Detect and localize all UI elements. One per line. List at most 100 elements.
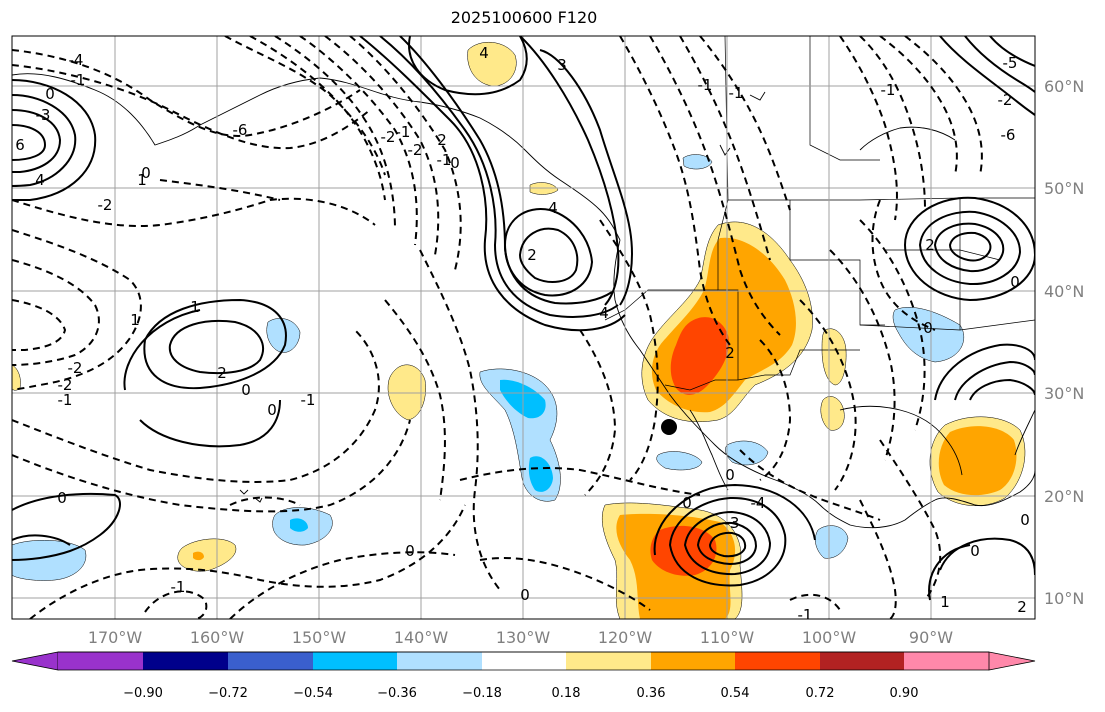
contour-label: -1 bbox=[301, 391, 316, 409]
contour-label: 2 bbox=[217, 364, 227, 382]
contour-label: 6 bbox=[15, 136, 25, 154]
contour-label: 0 bbox=[970, 542, 980, 560]
contour-label: 2 bbox=[725, 344, 735, 362]
contour-label: -2 bbox=[98, 196, 113, 214]
colorbar-bin bbox=[482, 652, 566, 670]
contour-label: -6 bbox=[1001, 126, 1016, 144]
shading-red-orange bbox=[670, 317, 729, 395]
contour-label: -2 bbox=[998, 91, 1013, 109]
contour-label: 0 bbox=[450, 154, 460, 172]
shading-light-blue bbox=[682, 154, 713, 170]
shading-light-blue bbox=[266, 318, 301, 353]
colorbar-bin bbox=[397, 652, 482, 670]
shading-light-blue bbox=[815, 525, 849, 559]
contour-label: 0 bbox=[725, 466, 735, 484]
contour-label: -6 bbox=[233, 121, 248, 139]
map-frame bbox=[11, 35, 1036, 620]
colorbar-tick: 0.72 bbox=[806, 686, 835, 701]
lon-label: 90°W bbox=[909, 628, 953, 647]
contour-label: -1 bbox=[437, 151, 452, 169]
shading-light-blue bbox=[892, 307, 965, 363]
colorbar-tick: −0.18 bbox=[462, 686, 502, 701]
colorbar-tick: −0.90 bbox=[123, 686, 163, 701]
contour-label: -1 bbox=[798, 606, 813, 624]
chart-title: 2025100600 F120 bbox=[450, 8, 598, 27]
contour-label: 1 bbox=[137, 171, 147, 189]
contour-label: 0 bbox=[405, 542, 415, 560]
contour-label: 2 bbox=[437, 131, 447, 149]
colorbar-bin bbox=[143, 652, 228, 670]
shaded-anomalies bbox=[12, 42, 1026, 619]
solid-contours bbox=[12, 36, 1035, 601]
lon-label: 150°W bbox=[292, 628, 347, 647]
borders bbox=[604, 36, 1035, 391]
colorbar-tick: 0.90 bbox=[890, 686, 919, 701]
lat-label: 20°N bbox=[1044, 487, 1084, 506]
shading-blue bbox=[528, 456, 553, 492]
colorbar-bin bbox=[566, 652, 651, 670]
map-panel: 4 3 0 -1 1 -3 6 4 -4 -2 -1 -1 -2 0 2 4 -… bbox=[12, 36, 1035, 624]
point-marker bbox=[661, 419, 677, 435]
contour-label: 2 bbox=[925, 236, 935, 254]
longitude-labels: 170°W 160°W 150°W 140°W 130°W 120°W 110°… bbox=[88, 628, 953, 647]
colorbar-tick: 0.54 bbox=[721, 686, 750, 701]
colorbar-extend-high bbox=[988, 651, 1036, 671]
contour-label: 0 bbox=[682, 494, 692, 512]
lon-label: 170°W bbox=[88, 628, 143, 647]
contour-label: -1 bbox=[171, 578, 186, 596]
shading-pale-yellow bbox=[467, 42, 517, 87]
colorbar-bin bbox=[58, 652, 143, 670]
contour-label: 2 bbox=[527, 246, 537, 264]
colorbar-ticks: −0.90 −0.72 −0.54 −0.36 −0.18 0.18 0.36 … bbox=[123, 686, 918, 701]
contour-label: 4 bbox=[35, 171, 45, 189]
colorbar-tick: 0.18 bbox=[552, 686, 581, 701]
contour-label: 0 bbox=[45, 85, 55, 103]
contour-label: 1 bbox=[130, 311, 140, 329]
contour-label: 4 bbox=[479, 44, 489, 62]
lon-label: 100°W bbox=[802, 628, 857, 647]
contour-label: -3 bbox=[36, 106, 51, 124]
lat-label: 40°N bbox=[1044, 282, 1084, 301]
latitude-labels: 60°N 50°N 40°N 30°N 20°N 10°N bbox=[1044, 77, 1084, 608]
colorbar-bin bbox=[904, 652, 989, 670]
shading-light-blue bbox=[656, 451, 703, 471]
contour-label: -2 bbox=[381, 128, 396, 146]
lat-label: 50°N bbox=[1044, 179, 1084, 198]
lon-label: 130°W bbox=[496, 628, 551, 647]
contour-label: -1 bbox=[396, 123, 411, 141]
contour-label: -4 bbox=[69, 51, 84, 69]
contour-label: 0 bbox=[520, 586, 530, 604]
contour-label: 4 bbox=[599, 304, 609, 322]
contour-label: 0 bbox=[267, 401, 277, 419]
colorbar-tick: −0.54 bbox=[293, 686, 333, 701]
shading-pale-yellow bbox=[387, 364, 426, 421]
contour-label: 0 bbox=[1010, 273, 1020, 291]
contour-label: -3 bbox=[725, 514, 740, 532]
colorbar-tick: 0.36 bbox=[637, 686, 666, 701]
dashed-contours bbox=[12, 36, 983, 619]
shading-orange bbox=[938, 426, 1017, 496]
shading-pale-yellow bbox=[820, 396, 845, 431]
contour-label: -1 bbox=[881, 81, 896, 99]
coastlines bbox=[12, 73, 1035, 529]
contour-label: 1 bbox=[940, 593, 950, 611]
contour-label: 1 bbox=[190, 298, 200, 316]
colorbar-bin bbox=[820, 652, 904, 670]
lat-label: 30°N bbox=[1044, 384, 1084, 403]
lon-label: 140°W bbox=[394, 628, 449, 647]
contour-label: 4 bbox=[548, 199, 558, 217]
contour-label: -1 bbox=[698, 76, 713, 94]
contour-label: 0 bbox=[1020, 511, 1030, 529]
colorbar-extend-low bbox=[11, 651, 59, 671]
lon-label: 120°W bbox=[598, 628, 653, 647]
lat-label: 60°N bbox=[1044, 77, 1084, 96]
contour-label: -5 bbox=[1003, 54, 1018, 72]
colorbar bbox=[11, 651, 1036, 671]
colorbar-bin bbox=[735, 652, 820, 670]
lat-label: 10°N bbox=[1044, 589, 1084, 608]
shading-light-blue bbox=[12, 540, 87, 581]
colorbar-tick: −0.72 bbox=[208, 686, 248, 701]
contour-label: 2 bbox=[1017, 598, 1027, 616]
lon-label: 110°W bbox=[700, 628, 755, 647]
